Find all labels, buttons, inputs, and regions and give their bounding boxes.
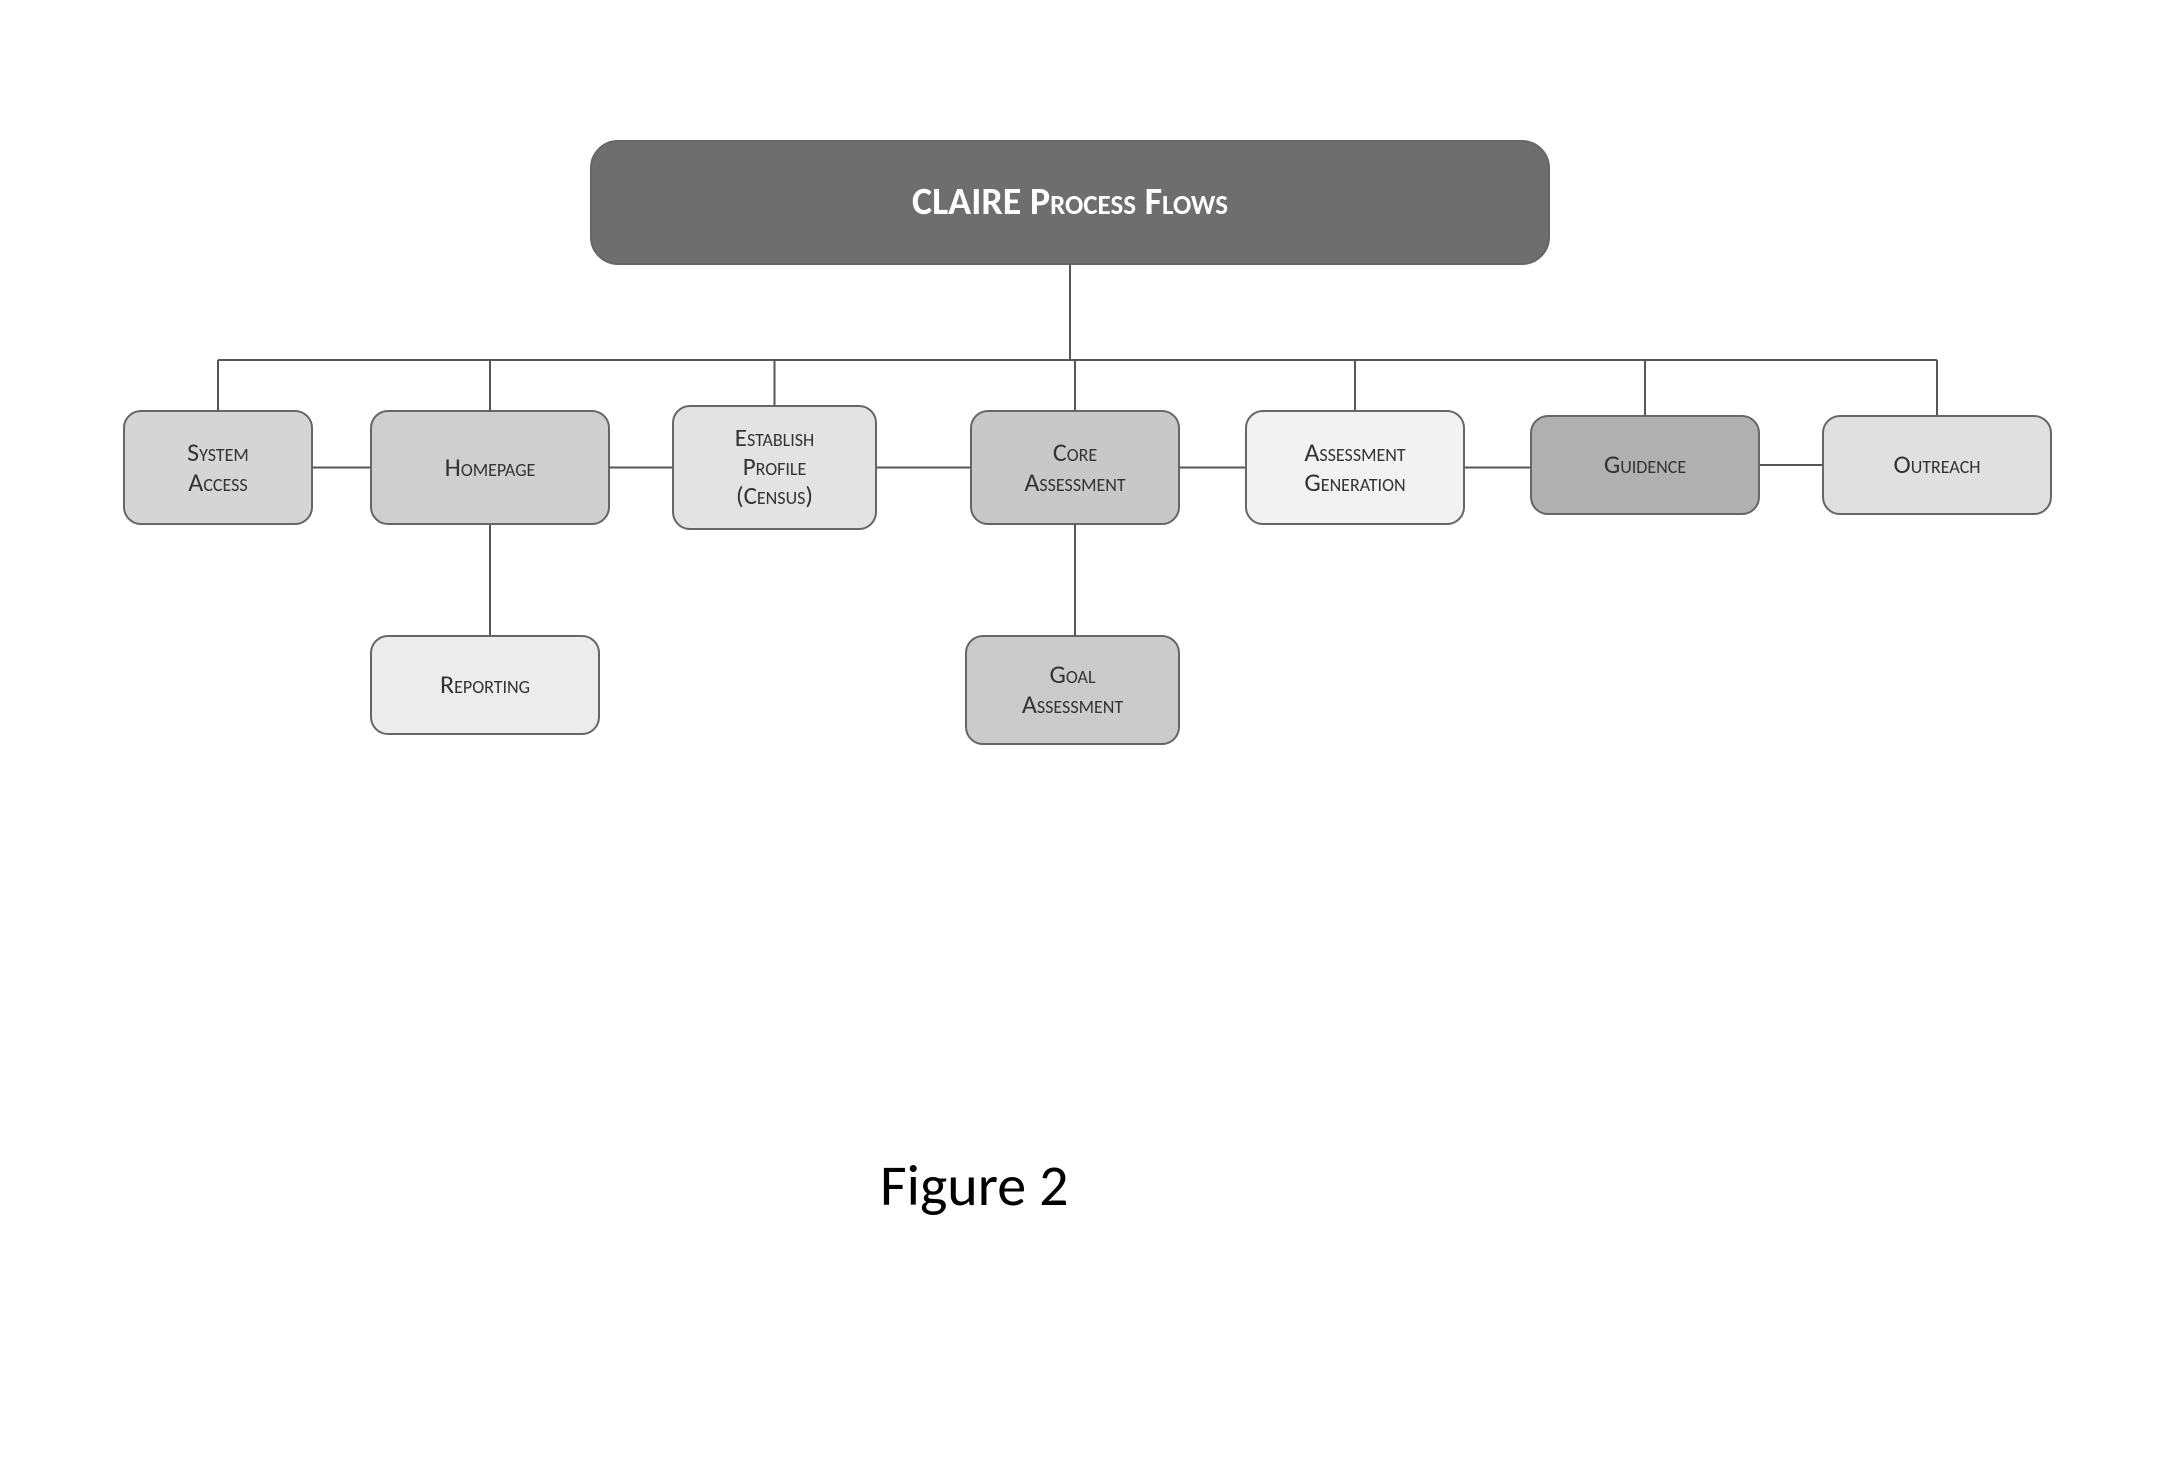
node-guidence: Guidence [1530, 415, 1760, 515]
node-outreach: Outreach [1822, 415, 2052, 515]
node-homepage: Homepage [370, 410, 610, 525]
node-assessment-generation: AssessmentGeneration [1245, 410, 1465, 525]
node-establish-profile: EstablishProfile(Census) [672, 405, 877, 530]
node-title: CLAIRE Process Flows [590, 140, 1550, 265]
node-goal-assessment: GoalAssessment [965, 635, 1180, 745]
node-core-assessment: CoreAssessment [970, 410, 1180, 525]
node-reporting: Reporting [370, 635, 600, 735]
figure-caption: Figure 2 [880, 1150, 1069, 1221]
node-system-access: SystemAccess [123, 410, 313, 525]
